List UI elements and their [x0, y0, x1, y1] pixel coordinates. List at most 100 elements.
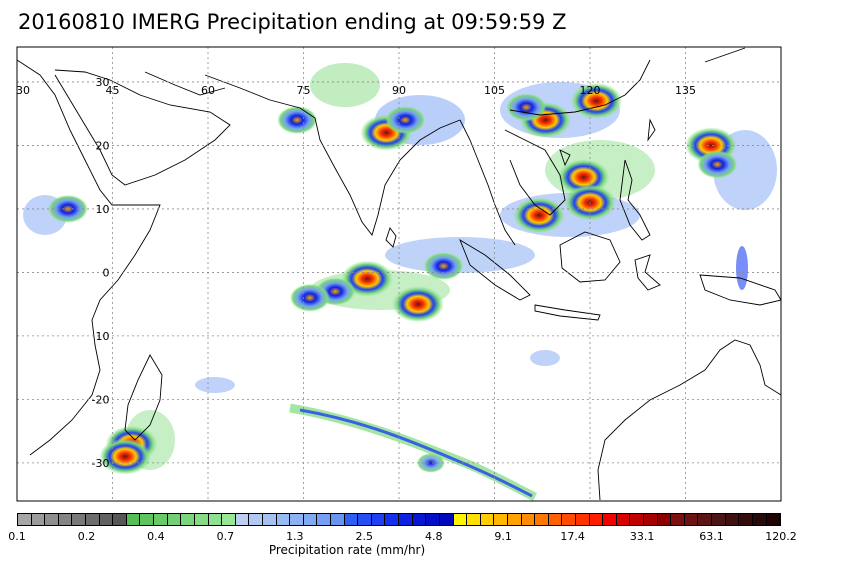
colorbar-title: Precipitation rate (mm/hr)	[268, 543, 426, 557]
colorbar-swatch	[412, 514, 427, 525]
colorbar-swatch	[467, 514, 481, 525]
latitude-label: 20	[96, 139, 110, 152]
colorbar-tick-label: 63.1	[699, 530, 724, 543]
colorbar-tick-label: 1.3	[286, 530, 304, 543]
map-title: 20160810 IMERG Precipitation ending at 0…	[18, 10, 567, 34]
colorbar-swatch	[249, 514, 263, 525]
colorbar-swatch	[18, 514, 32, 525]
longitude-label: 120	[580, 84, 601, 97]
colorbar-swatch	[303, 514, 318, 525]
colorbar-swatch	[725, 514, 740, 525]
colorbar-swatch	[235, 514, 250, 525]
colorbar-swatch	[344, 514, 359, 525]
colorbar-swatch	[698, 514, 713, 525]
colorbar-swatch	[72, 514, 87, 525]
precip-cell-sumatra-cell	[423, 252, 464, 281]
colorbar-swatch	[453, 514, 468, 525]
colorbar-swatch	[208, 514, 223, 525]
colorbar-swatch	[126, 514, 141, 525]
colorbar-swatch	[739, 514, 753, 525]
colorbar-swatch	[439, 514, 454, 525]
lat-lon-grid	[17, 47, 781, 501]
colorbar-swatch	[276, 514, 291, 525]
longitude-label: 135	[675, 84, 696, 97]
latitude-label: 0	[103, 266, 110, 279]
colorbar-swatch	[603, 514, 617, 525]
colorbar-swatch	[589, 514, 604, 525]
colorbar-swatch	[684, 514, 699, 525]
colorbar-swatch	[31, 514, 46, 525]
colorbar-swatch	[45, 514, 59, 525]
colorbar-swatch	[575, 514, 590, 525]
colorbar-swatch	[194, 514, 209, 525]
colorbar-tick-label: 2.5	[355, 530, 374, 543]
colorbar-swatch	[331, 514, 345, 525]
colorbar-tick-label: 33.1	[629, 530, 655, 543]
longitude-label: 105	[484, 84, 505, 97]
latitude-label: -20	[92, 393, 110, 406]
colorbar-swatch	[113, 514, 127, 525]
colorbar-tick-label: 120.2	[765, 530, 797, 543]
longitude-label: 90	[392, 84, 406, 97]
longitude-label: 75	[297, 84, 311, 97]
colorbar-tick-label: 9.1	[494, 530, 512, 543]
longitude-label: 45	[106, 84, 120, 97]
colorbar-swatch	[671, 514, 685, 525]
precip-cell-west-pacific-cell-2	[697, 150, 738, 179]
colorbar-swatch	[371, 514, 386, 525]
colorbar-tick-label: 0.7	[216, 530, 235, 543]
colorbar-swatch	[167, 514, 182, 525]
latitude-label: 10	[96, 330, 110, 343]
colorbar-swatch	[181, 514, 195, 525]
map-frame	[16, 46, 782, 502]
colorbar-swatch	[752, 514, 767, 525]
colorbar-swatch	[385, 514, 400, 525]
colorbar-swatch	[399, 514, 413, 525]
colorbar-swatch	[358, 514, 372, 525]
colorbar-swatch	[99, 514, 114, 525]
colorbar-swatch	[222, 514, 236, 525]
colorbar-swatch	[86, 514, 100, 525]
colorbar-tick-label: 4.8	[424, 530, 443, 543]
precip-cell-equatorial-cell-3	[289, 283, 330, 312]
colorbar-tick-label: 17.4	[560, 530, 585, 543]
latitude-label: 30	[96, 76, 110, 89]
colorbar-swatch	[766, 514, 781, 525]
precip-cell-south-china-sea-cell	[513, 197, 566, 234]
colorbar-swatch	[426, 514, 440, 525]
latitude-label: 10	[96, 203, 110, 216]
colorbar-swatch	[712, 514, 726, 525]
colorbar-swatch	[630, 514, 645, 525]
colorbar-swatch	[317, 514, 332, 525]
colorbar-swatch	[58, 514, 73, 525]
colorbar-swatch	[507, 514, 522, 525]
colorbar-swatch	[480, 514, 495, 525]
colorbar-swatch	[140, 514, 155, 525]
colorbar-swatch	[521, 514, 536, 525]
colorbar-swatch	[657, 514, 672, 525]
frontal-rain-band	[289, 403, 537, 501]
latitude-label: -30	[92, 457, 110, 470]
colorbar-tick-label: 0.1	[8, 530, 26, 543]
colorbar	[17, 513, 781, 526]
precip-cell-equatorial-cell-4	[392, 285, 445, 323]
colorbar-swatch	[494, 514, 508, 525]
precip-cell-indian-ocean-front	[416, 453, 445, 473]
colorbar-swatch	[548, 514, 563, 525]
colorbar-swatch	[290, 514, 304, 525]
colorbar-swatch	[262, 514, 277, 525]
colorbar-swatch	[616, 514, 631, 525]
colorbar-swatch	[562, 514, 576, 525]
colorbar-swatch	[154, 514, 168, 525]
longitude-label: 30	[16, 84, 30, 97]
precip-cell-south-china-cell-2	[506, 93, 547, 122]
longitude-label: 60	[201, 84, 215, 97]
colorbar-swatch	[644, 514, 658, 525]
coastlines	[17, 47, 781, 501]
precip-cell-india-west-cell	[277, 106, 318, 135]
colorbar-tick-label: 0.4	[147, 530, 165, 543]
colorbar-swatch	[535, 514, 549, 525]
precip-cell-bangladesh-cell	[385, 106, 426, 135]
